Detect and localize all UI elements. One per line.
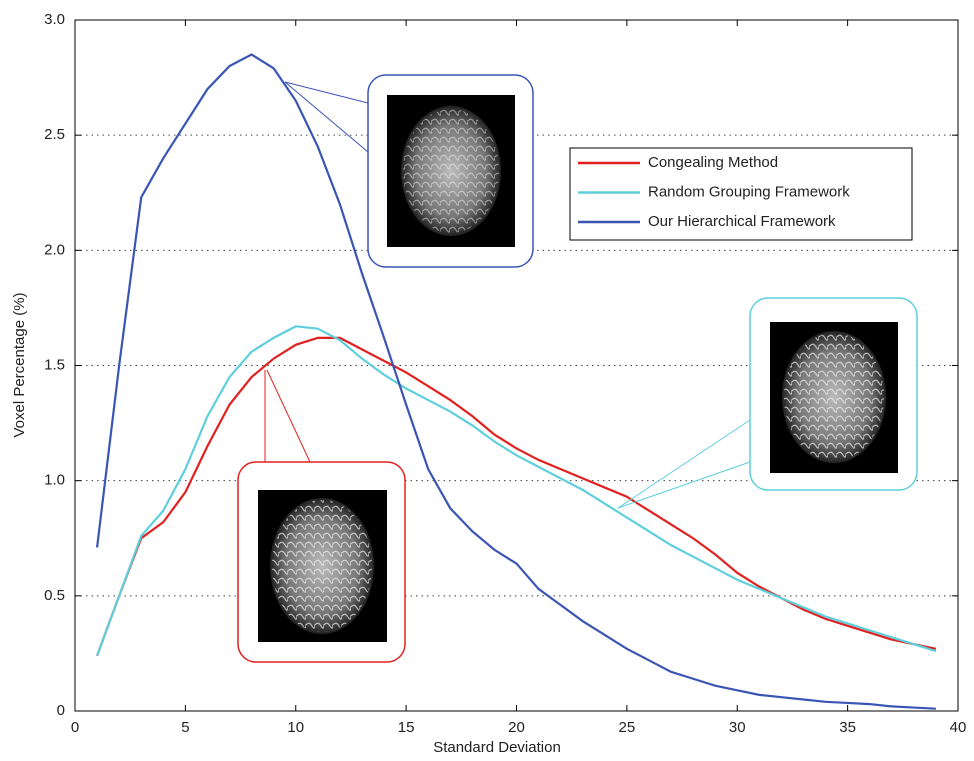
x-tick-label: 10 <box>287 719 304 736</box>
x-tick-label: 35 <box>839 719 856 736</box>
y-tick-label: 0 <box>57 702 65 719</box>
inset-blue <box>285 75 533 267</box>
legend-label: Congealing Method <box>648 154 778 171</box>
y-tick-label: 2.5 <box>44 126 65 143</box>
y-tick-label: 2.0 <box>44 241 65 258</box>
x-axis-label: Standard Deviation <box>433 739 561 756</box>
x-tick-label: 0 <box>71 719 79 736</box>
legend-label: Our Hierarchical Framework <box>648 213 836 230</box>
y-tick-label: 3.0 <box>44 11 65 28</box>
legend-label: Random Grouping Framework <box>648 183 850 200</box>
x-tick-label: 30 <box>729 719 746 736</box>
y-tick-label: 0.5 <box>44 587 65 604</box>
inset-red <box>238 370 405 662</box>
x-tick-label: 5 <box>181 719 189 736</box>
legend: Congealing Method Random Grouping Framewo… <box>570 148 912 240</box>
x-tick-label: 25 <box>619 719 636 736</box>
y-axis-label: Voxel Percentage (%) <box>11 292 28 437</box>
y-tick-label: 1.5 <box>44 356 65 373</box>
inset-cyan <box>618 298 917 508</box>
x-tick-label: 15 <box>398 719 415 736</box>
x-tick-label: 40 <box>950 719 967 736</box>
y-tick-label: 1.0 <box>44 472 65 489</box>
x-tick-label: 20 <box>508 719 525 736</box>
chart: Standard Deviation Voxel Percentage (%) … <box>0 0 974 761</box>
